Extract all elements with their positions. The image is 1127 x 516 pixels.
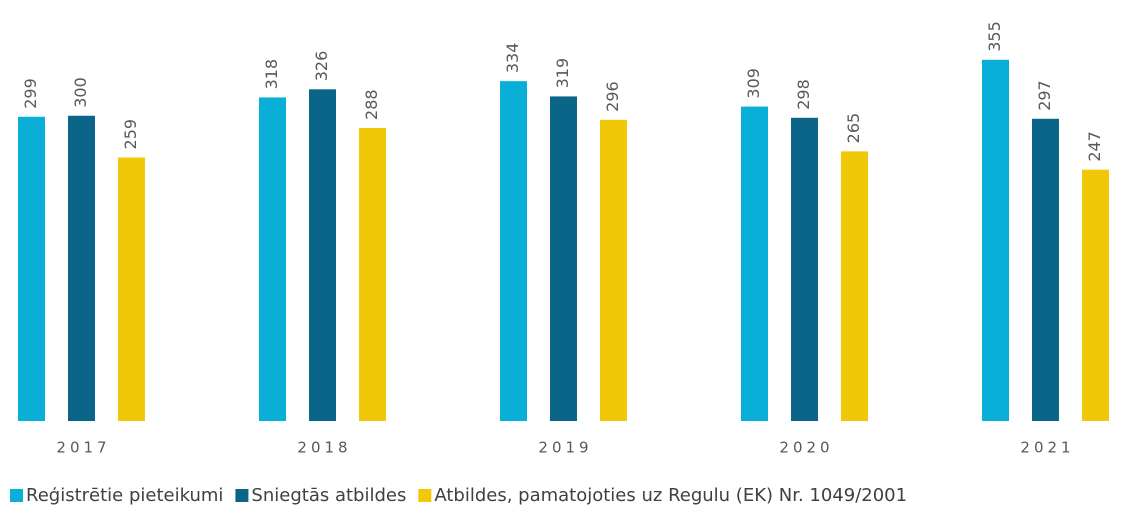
- x-tick-label: 2018: [297, 439, 351, 457]
- value-label: 296: [603, 81, 622, 112]
- value-label: 298: [794, 79, 813, 110]
- value-label: 299: [21, 78, 40, 109]
- value-label: 288: [362, 89, 381, 120]
- value-label: 247: [1085, 131, 1104, 162]
- bar: [259, 97, 286, 421]
- legend-swatch: [235, 489, 249, 502]
- value-label: 297: [1035, 80, 1054, 111]
- bar: [309, 89, 336, 422]
- x-tick-label: 2021: [1020, 439, 1074, 457]
- legend-swatch: [10, 489, 23, 502]
- value-label: 326: [312, 51, 331, 82]
- bar: [1082, 169, 1109, 421]
- bar: [741, 106, 768, 421]
- value-label: 334: [503, 43, 522, 74]
- x-tick-label: 2020: [779, 439, 833, 457]
- value-label: 355: [985, 21, 1004, 52]
- bar: [500, 81, 527, 421]
- bar: [1032, 118, 1059, 422]
- bar: [982, 59, 1009, 421]
- legend-label: Atbildes, pamatojoties uz Regulu (EK) Nr…: [434, 485, 907, 506]
- bar: [359, 127, 386, 422]
- value-label: 300: [71, 77, 90, 108]
- bar: [118, 157, 145, 421]
- value-label: 265: [844, 113, 863, 144]
- value-label: 319: [553, 58, 572, 89]
- value-label: 309: [744, 68, 763, 99]
- bar: [841, 151, 868, 422]
- bar: [791, 117, 818, 421]
- bar: [18, 116, 45, 421]
- value-label: 259: [121, 119, 140, 150]
- value-label: 318: [262, 59, 281, 90]
- legend-label: Reģistrētie pieteikumi: [26, 485, 223, 506]
- bar: [550, 96, 577, 421]
- legend-label: Sniegtās atbildes: [251, 485, 406, 506]
- bar: [68, 115, 95, 421]
- x-tick-label: 2019: [538, 439, 592, 457]
- bar: [600, 119, 627, 421]
- legend-swatch: [418, 489, 432, 502]
- x-tick-label: 2017: [56, 439, 110, 457]
